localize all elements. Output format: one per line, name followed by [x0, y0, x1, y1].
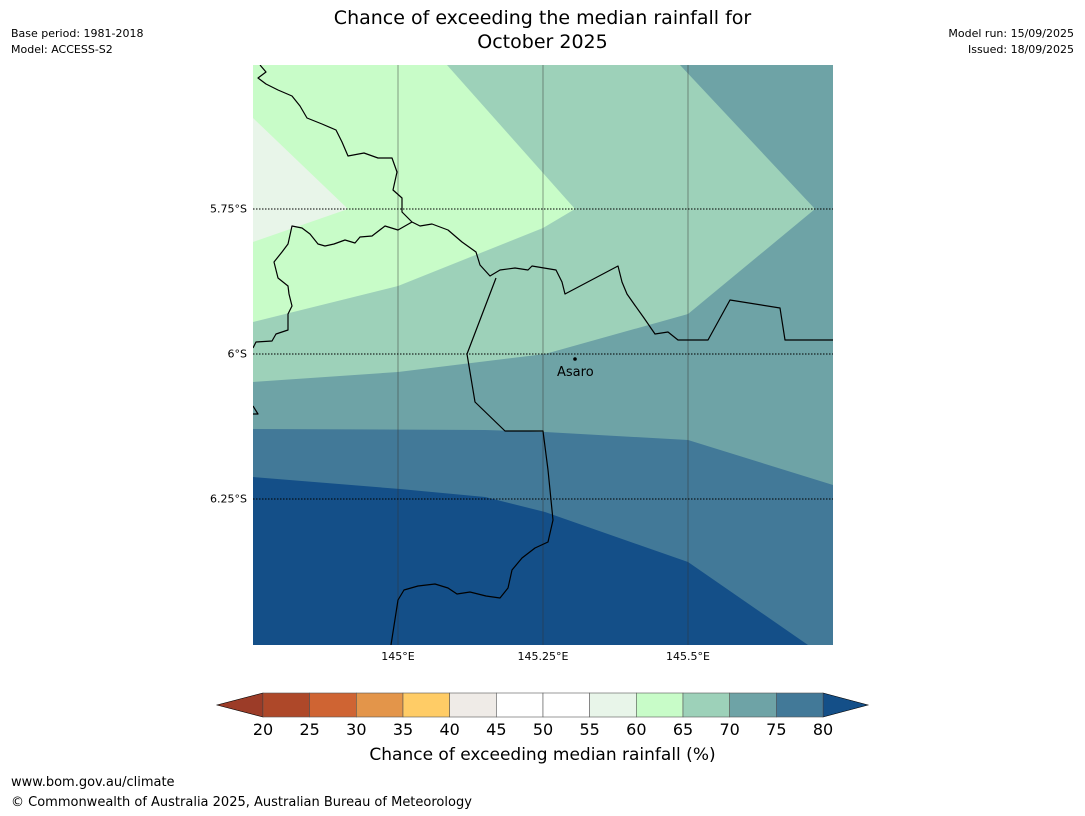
colorbar-tick-label: 65 [672, 720, 694, 739]
colorbar-swatch [589, 692, 637, 718]
province-borders [253, 65, 833, 645]
border-northern [257, 65, 833, 341]
meta-left: Base period: 1981-2018 Model: ACCESS-S2 [11, 26, 143, 58]
colorbar-swatch [496, 692, 544, 718]
colorbar-over-arrow [822, 692, 870, 718]
lat-label-5-75: 5.75°S [210, 202, 247, 216]
colorbar-under-arrow [215, 692, 264, 718]
model-run-text: Model run: 15/09/2025 [948, 27, 1074, 40]
colorbar-tick-label: 70 [719, 720, 740, 739]
colorbar-tick-label: 40 [439, 720, 460, 739]
base-period-text: Base period: 1981-2018 [11, 27, 144, 40]
colorbar-swatch [449, 692, 497, 718]
contour-layer [253, 65, 833, 645]
colorbar-swatch [636, 692, 684, 718]
lon-label-145-5: 145.5°E [666, 650, 710, 663]
lon-label-145: 145°E [381, 650, 415, 663]
colorbar-tick-label: 30 [346, 720, 367, 739]
colorbar-tick-label: 35 [392, 720, 414, 739]
border-divider [390, 277, 554, 645]
colorbar-swatch [402, 692, 450, 718]
map-title: Chance of exceeding the median rainfall … [0, 6, 1085, 54]
colorbar-swatch [356, 692, 404, 718]
colorbar-tick-label: 75 [766, 720, 787, 739]
footer-copyright: © Commonwealth of Australia 2025, Austra… [11, 795, 472, 810]
model-text: Model: ACCESS-S2 [11, 43, 113, 56]
colorbar-tick-label: 50 [532, 720, 554, 739]
lat-label-6: 6°S [227, 347, 247, 361]
footer-url: www.bom.gov.au/climate [11, 775, 175, 790]
colorbar [215, 692, 870, 718]
colorbar-tick-label: 80 [812, 720, 834, 739]
lon-label-145-25: 145.25°E [517, 650, 569, 663]
meta-right: Model run: 15/09/2025 Issued: 18/09/2025 [948, 26, 1074, 58]
graticule [253, 65, 833, 645]
issued-text: Issued: 18/09/2025 [967, 43, 1074, 56]
colorbar-swatch [776, 692, 824, 718]
border-western-upper [253, 221, 413, 349]
colorbar-tick-label: 55 [579, 720, 600, 739]
colorbar-swatch [729, 692, 777, 718]
colorbar-swatch [682, 692, 730, 718]
colorbar-tick-label: 20 [252, 720, 274, 739]
place-marker-asaro [573, 357, 577, 361]
colorbar-swatch [309, 692, 357, 718]
lat-label-6-25: 6.25°S [210, 492, 247, 506]
contour-band-55-60 [253, 118, 348, 242]
colorbar-swatch [262, 692, 310, 718]
colorbar-swatch [542, 692, 590, 718]
colorbar-tick-label: 45 [486, 720, 507, 739]
map-title-line-1: Chance of exceeding the median rainfall … [333, 7, 752, 29]
colorbar-tick-label: 25 [299, 720, 320, 739]
place-label-asaro: Asaro [557, 365, 594, 380]
colorbar-tick-label: 60 [626, 720, 647, 739]
map-title-line-2: October 2025 [477, 31, 608, 53]
border-western-lower [253, 405, 259, 415]
colorbar-label: Chance of exceeding median rainfall (%) [369, 745, 716, 765]
